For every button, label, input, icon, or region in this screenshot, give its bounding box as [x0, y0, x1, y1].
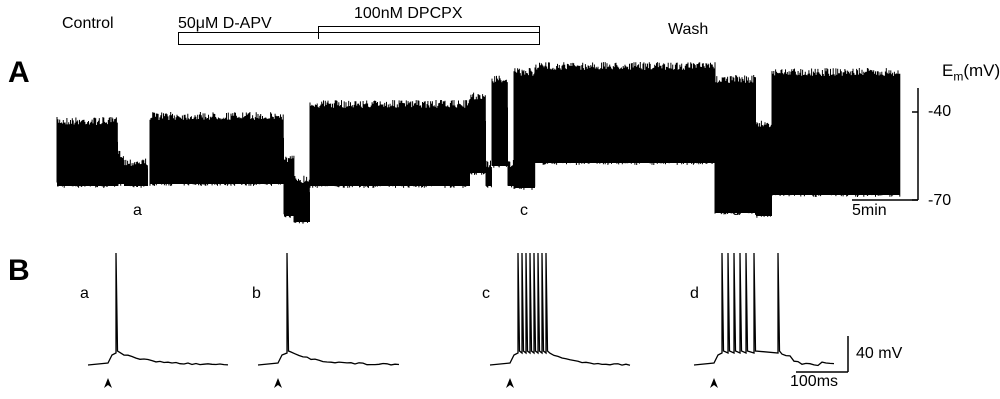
marker-c: c [520, 202, 528, 219]
em-tick-70: -70 [928, 192, 952, 209]
control-label: Control [62, 15, 114, 32]
voltage-scale-b-label: 40 mV [856, 345, 903, 362]
evoked-trace-c [489, 252, 631, 366]
trace-a-band [57, 98, 900, 222]
trace-label-b: b [252, 285, 261, 302]
scale-bar-b [796, 336, 849, 373]
evoked-trace-a-stimulus-arrow-icon [104, 378, 112, 388]
evoked-trace-a [87, 252, 229, 366]
evoked-trace-d-stimulus-arrow-icon [710, 378, 718, 388]
marker-a: a [133, 202, 142, 219]
em-axis-main: E [942, 61, 954, 80]
drug-dpcpx-bar [318, 26, 540, 39]
membrane-potential-trace-a [56, 62, 901, 224]
em-axis-label: Em(mV) [942, 62, 1000, 82]
evoked-trace-b [257, 252, 400, 366]
panel-a-label: A [8, 56, 30, 89]
em-axis-sub: m [953, 69, 964, 84]
wash-label: Wash [668, 21, 709, 38]
evoked-trace-c-stimulus-arrow-icon [506, 378, 514, 388]
trace-label-d: d [690, 285, 699, 302]
evoked-trace-b-stimulus-arrow-icon [274, 378, 282, 388]
time-scale-a-label: 5min [852, 202, 887, 219]
evoked-response-traces [87, 252, 835, 388]
em-axis [912, 88, 919, 201]
drug-d-apv-label: 50μM D-APV [178, 15, 272, 32]
time-scale-b-label: 100ms [790, 373, 839, 390]
drug-dpcpx-label: 100nM DPCPX [354, 5, 463, 22]
panel-b-label: B [8, 254, 30, 287]
evoked-trace-d [693, 252, 835, 367]
em-axis-unit: (mV) [963, 61, 1000, 80]
trace-label-a: a [80, 285, 89, 302]
trace-label-c: c [482, 285, 490, 302]
em-tick-40: -40 [928, 103, 952, 120]
